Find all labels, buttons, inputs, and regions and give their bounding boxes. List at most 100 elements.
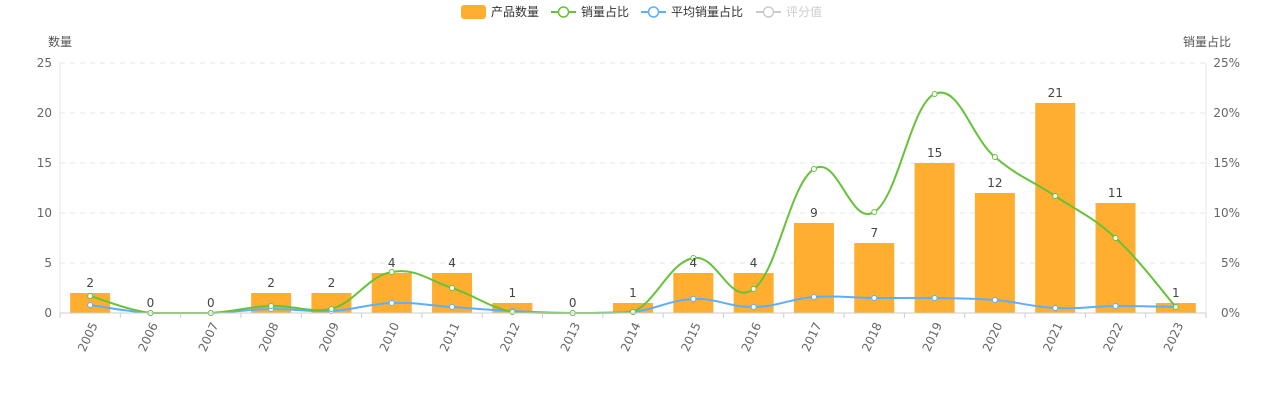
y-tick-label: 5 xyxy=(44,256,52,270)
bar-value-label: 9 xyxy=(810,206,818,220)
line-point xyxy=(871,295,878,301)
bar-value-label: 0 xyxy=(569,296,577,310)
x-tick-label: 2012 xyxy=(497,320,523,354)
x-tick-label: 2008 xyxy=(256,320,282,354)
x-tick-label: 2007 xyxy=(196,320,222,354)
bar-value-label: 4 xyxy=(388,256,396,270)
bar xyxy=(613,303,653,313)
line-point xyxy=(630,309,636,315)
x-tick-label: 2020 xyxy=(980,320,1006,354)
line-point xyxy=(1112,235,1119,241)
bar-value-label: 2 xyxy=(86,276,94,290)
bar-value-label: 1 xyxy=(1172,286,1180,300)
line-point xyxy=(449,304,456,310)
bar-value-label: 15 xyxy=(927,146,942,160)
line-point xyxy=(991,297,998,303)
x-tick-label: 2021 xyxy=(1040,320,1066,354)
line-point xyxy=(750,304,757,310)
line-point xyxy=(87,302,94,308)
line-point xyxy=(810,166,817,172)
bar xyxy=(914,163,955,313)
y-tick-label: 10 xyxy=(37,206,52,220)
y2-tick-label: 10% xyxy=(1213,206,1240,220)
legend-label: 平均销量占比 xyxy=(671,4,743,19)
line-point xyxy=(690,255,697,261)
y2-tick-label: 25% xyxy=(1213,56,1240,70)
line-point xyxy=(388,269,395,275)
bar xyxy=(1095,203,1136,313)
bar xyxy=(371,273,412,313)
line-point xyxy=(931,295,938,301)
x-tick-label: 2011 xyxy=(437,320,463,354)
x-tick-label: 2009 xyxy=(316,320,342,354)
bar-value-label: 12 xyxy=(987,176,1002,190)
bar-value-label: 1 xyxy=(629,286,637,300)
y2-tick-label: 0% xyxy=(1221,306,1240,320)
legend-label: 产品数量 xyxy=(491,4,539,19)
legend-label: 评分值 xyxy=(786,4,822,19)
bar xyxy=(251,293,292,313)
x-tick-label: 2019 xyxy=(920,320,946,354)
bar xyxy=(673,273,714,313)
x-tick-label: 2023 xyxy=(1161,320,1187,354)
y-tick-label: 15 xyxy=(37,156,52,170)
x-tick-label: 2013 xyxy=(558,320,584,354)
bar-value-label: 0 xyxy=(207,296,215,310)
bar xyxy=(854,243,895,313)
bar-value-label: 21 xyxy=(1048,86,1063,100)
line-point xyxy=(1052,193,1059,199)
legend-marker-icon xyxy=(647,6,660,18)
bar xyxy=(1035,103,1076,313)
x-tick-label: 2014 xyxy=(618,320,644,354)
y2-tick-label: 15% xyxy=(1213,156,1240,170)
line-point xyxy=(871,209,878,215)
line-point xyxy=(87,293,94,299)
line-point xyxy=(268,303,275,309)
x-tick-label: 2017 xyxy=(799,320,825,354)
bar-value-label: 4 xyxy=(750,256,758,270)
line-point xyxy=(931,91,938,97)
x-tick-label: 2022 xyxy=(1100,320,1126,354)
legend-label: 销量占比 xyxy=(581,4,629,19)
y-axis-label: 数量 xyxy=(48,34,72,49)
legend-item[interactable]: 平均销量占比 xyxy=(641,4,743,19)
bar xyxy=(974,193,1015,313)
line-point xyxy=(810,294,817,300)
line-point xyxy=(991,154,998,160)
bar-value-label: 7 xyxy=(870,226,878,240)
line-point xyxy=(750,286,757,292)
legend-marker-icon xyxy=(557,6,570,18)
line-point xyxy=(1052,305,1059,311)
bar-value-label: 2 xyxy=(328,276,336,290)
legend-item[interactable]: 评分值 xyxy=(756,4,822,19)
bar-value-label: 11 xyxy=(1108,186,1123,200)
bar-value-label: 1 xyxy=(509,286,517,300)
bar-value-label: 4 xyxy=(448,256,456,270)
line-point xyxy=(509,309,516,315)
legend-item[interactable]: 销量占比 xyxy=(551,4,629,19)
line-point xyxy=(1112,303,1119,309)
line-point xyxy=(328,306,335,312)
bar-value-label: 2 xyxy=(267,276,275,290)
bar-value-label: 4 xyxy=(689,256,697,270)
x-tick-label: 2015 xyxy=(678,320,704,354)
x-tick-label: 2016 xyxy=(739,320,765,354)
y-tick-label: 20 xyxy=(37,106,52,120)
y2-tick-label: 5% xyxy=(1221,256,1240,270)
line-point xyxy=(690,296,697,302)
bar-value-label: 0 xyxy=(147,296,155,310)
legend: 产品数量 销量占比 平均销量占比 评分值 xyxy=(461,4,822,19)
legend-marker-icon xyxy=(762,6,775,18)
x-tick-label: 2006 xyxy=(135,320,161,354)
legend-bar-icon xyxy=(461,5,486,19)
line-point xyxy=(449,285,456,291)
line-point xyxy=(1172,304,1179,310)
x-tick-label: 2018 xyxy=(859,320,885,354)
y2-tick-label: 20% xyxy=(1213,106,1240,120)
x-tick-label: 2005 xyxy=(75,320,101,354)
y-tick-label: 0 xyxy=(44,306,52,320)
y2-axis-label: 销量占比 xyxy=(1183,34,1231,49)
bar xyxy=(311,293,352,313)
legend-item[interactable]: 产品数量 xyxy=(461,4,539,19)
